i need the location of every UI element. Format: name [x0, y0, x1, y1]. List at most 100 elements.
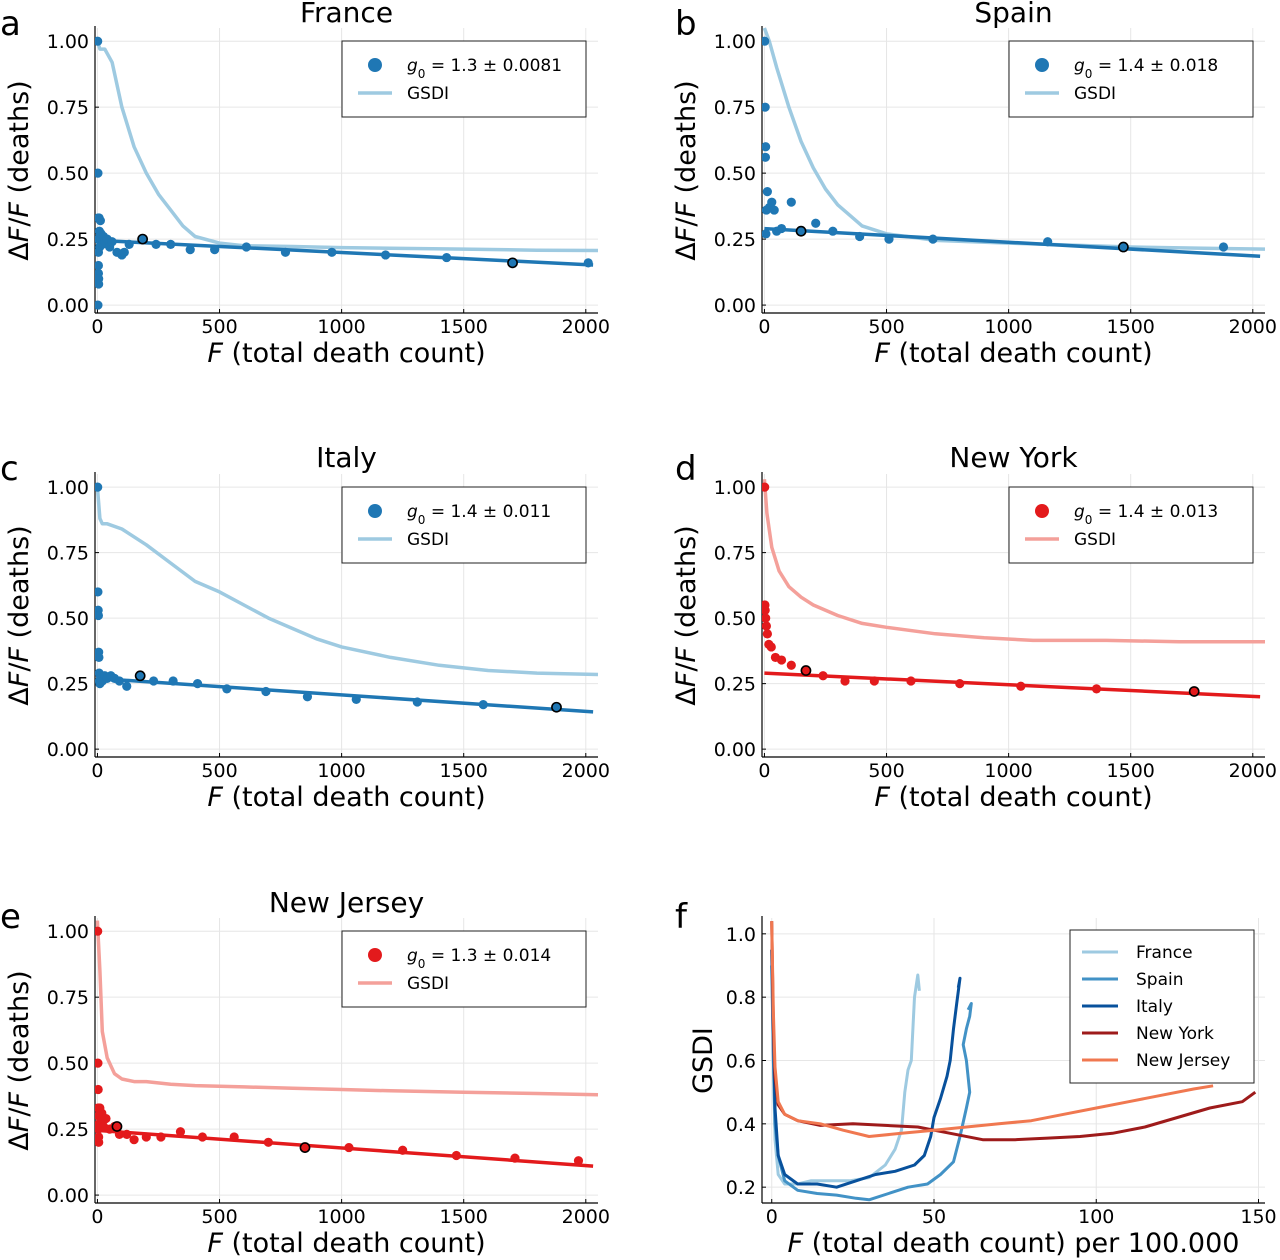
- legend-label-value: = 1.3 ± 0.0081: [425, 56, 562, 76]
- y-axis-label-sep: /: [671, 217, 702, 227]
- x-tick-label: 1000: [317, 760, 365, 782]
- y-axis-label-var: F: [671, 647, 702, 663]
- x-tick-label: 100: [1078, 1206, 1114, 1228]
- data-point: [280, 247, 291, 257]
- y-tick-label: 0.4: [726, 1114, 756, 1136]
- legend-label: Spain: [1136, 970, 1184, 990]
- legend-label-var: g: [1074, 502, 1085, 522]
- y-axis-label-text: (deaths): [671, 80, 702, 202]
- x-tick-label: 1500: [1107, 316, 1155, 338]
- y-tick-label: 1.00: [47, 921, 89, 943]
- plot-area: [95, 920, 599, 1168]
- x-tick-labels: 0 50 100 150: [766, 1199, 1277, 1228]
- y-axis-label: ΔF/F (deaths): [4, 80, 35, 260]
- data-point: [141, 1132, 151, 1142]
- x-axis-label: F (total death count) per 100.000: [788, 1228, 1240, 1259]
- x-tick-label: 2000: [562, 316, 610, 338]
- data-point: [478, 699, 488, 710]
- x-tick-label: 1000: [984, 316, 1032, 338]
- y-axis-label: ΔF/F (deaths): [4, 525, 35, 705]
- data-point: [811, 218, 821, 228]
- data-point: [762, 482, 770, 492]
- legend-box: [341, 930, 587, 1008]
- data-point: [818, 671, 828, 681]
- x-tick-label: 2000: [562, 760, 610, 782]
- y-axis-label-var: F: [671, 226, 702, 242]
- data-point: [129, 1135, 139, 1145]
- legend-label-var: g: [407, 56, 418, 76]
- data-point: [442, 252, 452, 263]
- legend: g0 = 1.3 ± 0.0081 GSDI: [341, 40, 587, 118]
- data-point: [175, 1127, 186, 1137]
- x-tick-label: 1500: [440, 1206, 488, 1228]
- x-axis-label-text: (total death count): [223, 782, 486, 813]
- x-axis-label: F (total death count): [207, 782, 485, 813]
- panel-letter: e: [0, 897, 21, 937]
- x-tick-label: 2000: [1229, 316, 1277, 338]
- data-point: [762, 605, 770, 615]
- legend-label-var: g: [407, 502, 418, 522]
- legend-box: [1008, 40, 1254, 118]
- legend-label-value: = 1.4 ± 0.013: [1092, 502, 1218, 522]
- highlighted-point: [1117, 241, 1129, 253]
- x-tick-label: 0: [758, 760, 770, 782]
- legend-box: [1008, 486, 1254, 564]
- series-line-new-jersey: [770, 921, 1214, 1138]
- x-tick-label: 1500: [440, 316, 488, 338]
- legend-marker-points: [368, 58, 382, 72]
- x-axis-label: F (total death count): [207, 338, 485, 369]
- x-axis-label-var: F: [874, 782, 890, 813]
- x-axis-label: F (total death count): [874, 782, 1152, 813]
- data-point: [222, 684, 232, 694]
- x-tick-label: 0: [91, 760, 103, 782]
- y-axis-label-var: F: [4, 647, 35, 663]
- x-tick-label: 1500: [440, 760, 488, 782]
- y-tick-label: 1.00: [714, 31, 756, 53]
- y-tick-label: 0.75: [47, 97, 89, 119]
- data-point: [151, 239, 161, 249]
- data-point: [762, 613, 771, 623]
- data-point: [192, 679, 203, 689]
- legend-label-fit: g0 = 1.3 ± 0.014: [407, 946, 551, 971]
- data-point: [119, 247, 129, 257]
- y-tick-label: 0.75: [47, 987, 89, 1009]
- y-axis-label-var: F: [671, 202, 702, 218]
- data-point: [95, 587, 103, 597]
- data-point: [95, 168, 103, 178]
- data-point: [95, 216, 105, 226]
- data-point: [840, 676, 850, 686]
- legend-label: Italy: [1136, 997, 1173, 1017]
- data-point: [168, 676, 178, 686]
- y-tick-label: 0.50: [714, 163, 756, 185]
- y-tick-label: 0.25: [47, 674, 89, 696]
- data-point: [955, 679, 965, 689]
- data-point: [884, 234, 894, 244]
- data-point: [327, 247, 337, 257]
- y-axis-label-var: F: [4, 1092, 35, 1108]
- highlighted-point: [111, 1121, 123, 1132]
- data-point: [107, 237, 117, 247]
- legend-label-fit: g0 = 1.4 ± 0.011: [407, 502, 551, 527]
- plot-area: [95, 482, 599, 714]
- legend-label-value: = 1.3 ± 0.014: [425, 946, 551, 966]
- legend-label: France: [1136, 943, 1193, 963]
- data-point: [95, 482, 103, 492]
- legend-label-value: = 1.4 ± 0.018: [1092, 56, 1218, 76]
- highlighted-point: [137, 233, 149, 245]
- x-tick-label: 150: [1240, 1206, 1276, 1228]
- legend-marker-points: [1035, 58, 1049, 72]
- y-tick-label: 1.0: [726, 924, 756, 946]
- gsdi-line: [95, 40, 599, 253]
- x-tick-labels: 0 500 1000 1500 2000: [91, 1199, 610, 1228]
- y-tick-labels: 0.00 0.25 0.50 0.75 1.00: [714, 477, 766, 761]
- x-axis-label-text: (total death count) per 100.000: [803, 1228, 1239, 1259]
- highlighted-point: [1188, 686, 1200, 697]
- x-axis-label-var: F: [207, 338, 223, 369]
- y-axis-label-text: (deaths): [4, 80, 35, 202]
- data-point: [1091, 684, 1102, 694]
- y-tick-label: 0.75: [714, 543, 756, 565]
- legend-box: [341, 486, 587, 564]
- legend-label-fit: g0 = 1.3 ± 0.0081: [407, 56, 562, 81]
- plot-area: [770, 921, 1257, 1202]
- y-axis-label: GSDI: [688, 1027, 719, 1094]
